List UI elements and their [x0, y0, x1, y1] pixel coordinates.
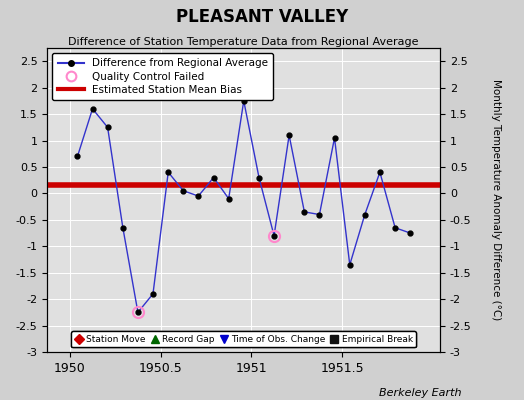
Title: Difference of Station Temperature Data from Regional Average: Difference of Station Temperature Data f… [69, 37, 419, 47]
Y-axis label: Monthly Temperature Anomaly Difference (°C): Monthly Temperature Anomaly Difference (… [491, 79, 501, 321]
Text: Berkeley Earth: Berkeley Earth [379, 388, 461, 398]
Text: PLEASANT VALLEY: PLEASANT VALLEY [176, 8, 348, 26]
Legend: Station Move, Record Gap, Time of Obs. Change, Empirical Break: Station Move, Record Gap, Time of Obs. C… [71, 331, 416, 348]
